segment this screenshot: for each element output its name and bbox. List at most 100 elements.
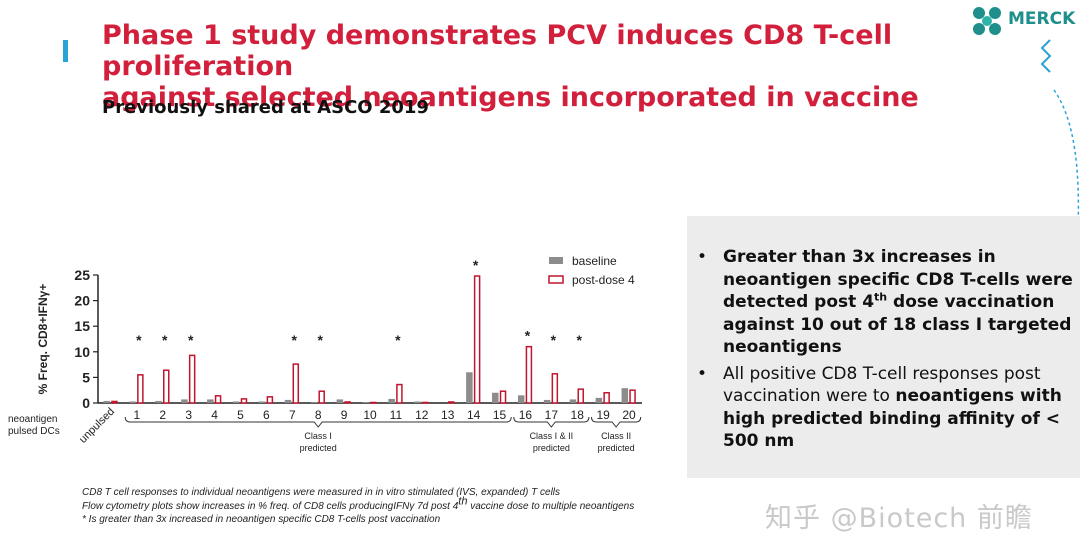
x-tick-label: 1: [134, 408, 141, 422]
x-tick-label: 15: [493, 408, 507, 422]
group-label-cont: predicted: [598, 443, 635, 453]
bar-post-dose-4: [163, 369, 170, 404]
x-tick-label: 19: [596, 408, 610, 422]
bar-post-dose-4: [111, 400, 118, 404]
bar-baseline: [466, 372, 473, 403]
bar-post-dose-4: [499, 390, 507, 404]
bar-baseline: [517, 395, 525, 403]
title-line-2: against selected neoantigens incorporate…: [102, 82, 919, 113]
bar-baseline: [569, 399, 577, 403]
significance-marker: *: [395, 332, 401, 348]
significance-marker: *: [317, 332, 323, 348]
x-tick-label: 3: [185, 408, 192, 422]
bar-post-dose-4: [525, 345, 533, 404]
finding-2-text: All positive CD8 T-cell responses post v…: [723, 363, 1041, 407]
bar-baseline: [284, 399, 292, 403]
finding-bullet-2: • All positive CD8 T-cell responses post…: [697, 363, 1077, 453]
group-label-cont: predicted: [533, 443, 570, 453]
x-tick-label: 20: [622, 408, 636, 422]
significance-marker: *: [525, 328, 531, 344]
y-tick-label: 0: [82, 395, 90, 411]
group-bracket: [590, 416, 642, 428]
bar-post-dose-4: [473, 275, 481, 404]
bar-post-dose-4: [292, 363, 300, 404]
bar-baseline: [258, 401, 266, 403]
bar-post-dose-4: [266, 396, 274, 404]
bar-baseline: [232, 401, 240, 403]
bar-baseline: [336, 399, 344, 403]
watermark: 知乎 @Biotech 前瞻: [765, 503, 1033, 534]
x-tick-label: 8: [315, 408, 322, 422]
legend-label-baseline: baseline: [572, 254, 617, 268]
finding-2-bold: neoantigens with high predicted binding …: [723, 386, 1062, 451]
bar-post-dose-4: [629, 389, 636, 404]
finding-1-text-cont: dose vaccination against 10 out of 18 cl…: [723, 292, 1072, 357]
x-tick-label: 10: [363, 408, 377, 422]
legend-label-post-dose-4: post-dose 4: [572, 273, 635, 287]
title-accent-bar: [63, 40, 68, 62]
legend-swatch-post-dose-4: [548, 275, 564, 284]
x-tick-label: 6: [263, 408, 270, 422]
significance-marker: *: [136, 332, 142, 348]
x-axis-label-cont: pulsed DCs: [8, 426, 60, 437]
y-tick-label: 20: [74, 293, 90, 309]
footnote-1: CD8 T cell responses to individual neoan…: [82, 487, 561, 498]
x-tick-label: 11: [390, 408, 403, 422]
x-tick-label: 14: [467, 408, 481, 422]
footnote-2-text-cont: vaccine dose to multiple neoantigens: [467, 500, 635, 512]
y-tick-label: 10: [74, 344, 90, 360]
bar-post-dose-4: [318, 390, 325, 404]
bar-baseline: [543, 399, 551, 403]
bar-baseline: [310, 401, 318, 403]
bar-baseline: [155, 400, 162, 403]
x-tick-label: 5: [237, 408, 244, 422]
logo-text: MERCK: [1008, 9, 1076, 29]
bar-post-dose-4: [422, 401, 429, 404]
title-line-1: Phase 1 study demonstrates PCV induces C…: [102, 20, 893, 82]
key-findings-list: • Greater than 3x increases in neoantige…: [697, 246, 1077, 457]
bar-post-dose-4: [577, 388, 584, 404]
key-findings-panel: [687, 216, 1080, 478]
significance-marker: *: [292, 332, 298, 348]
bar-baseline: [362, 401, 369, 403]
finding-bullet-1: • Greater than 3x increases in neoantige…: [697, 246, 1077, 359]
bar-baseline: [621, 388, 629, 403]
x-tick-label: 4: [211, 408, 218, 422]
bar-baseline: [207, 399, 214, 403]
bar-baseline: [103, 400, 110, 403]
bar-post-dose-4: [214, 395, 222, 404]
footnote-3: * Is greater than 3x increased in neoant…: [82, 514, 441, 525]
bar-post-dose-4: [396, 383, 403, 404]
x-tick-label: 18: [571, 408, 585, 422]
bar-post-dose-4: [137, 374, 144, 404]
significance-marker: *: [551, 332, 557, 348]
y-tick-label: 25: [74, 267, 90, 283]
footnote-2: Flow cytometry plots show increases in %…: [82, 496, 642, 514]
x-tick-label: unpulsed: [77, 406, 117, 446]
merck-logo: [973, 7, 1001, 35]
x-tick-label: 7: [289, 408, 296, 422]
y-tick-label: 5: [82, 369, 90, 385]
significance-marker: *: [188, 332, 194, 348]
bar-baseline: [595, 397, 603, 403]
x-tick-label: 16: [519, 408, 533, 422]
bar-baseline: [388, 398, 395, 403]
x-tick-label: 2: [159, 408, 166, 422]
bar-post-dose-4: [603, 392, 610, 404]
bullet-dot-icon: •: [697, 247, 708, 267]
bar-post-dose-4: [370, 401, 377, 404]
group-label: Class I & II: [530, 431, 574, 441]
decorative-wave-icon: [1040, 39, 1080, 230]
x-tick-label: 9: [341, 408, 348, 422]
x-tick-label: 12: [415, 408, 429, 422]
group-label: Class I: [304, 431, 332, 441]
significance-marker: *: [162, 332, 168, 348]
group-bracket: [513, 416, 590, 428]
group-bracket: [124, 416, 512, 428]
group-label-cont: predicted: [300, 443, 337, 453]
bar-baseline: [129, 401, 136, 403]
footnote-2-text: Flow cytometry plots show increases in %…: [82, 500, 459, 512]
bar-post-dose-4: [188, 354, 196, 404]
x-tick-label: 17: [545, 408, 559, 422]
